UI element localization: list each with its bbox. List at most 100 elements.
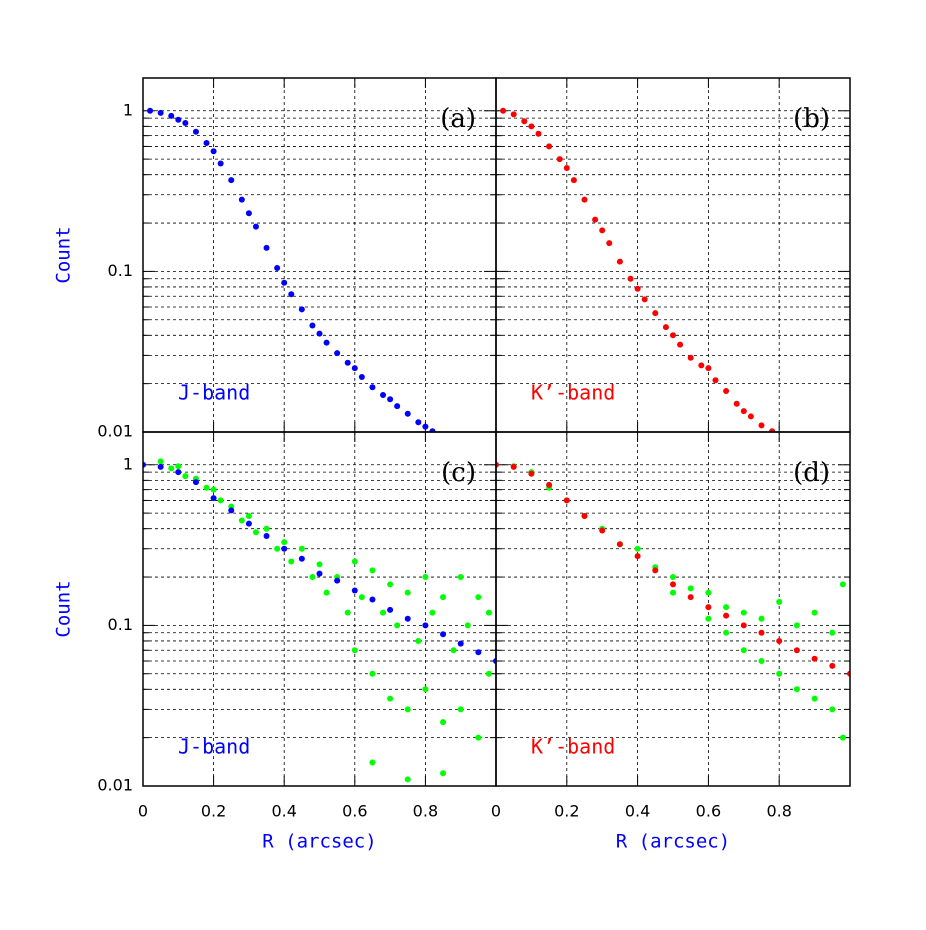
data-point [616,258,623,265]
panel-label: (c) [441,458,476,488]
data-point [457,640,464,647]
data-point [829,629,836,636]
data-point [210,486,217,493]
data-point [288,558,295,565]
data-point [263,525,270,532]
data-point [309,574,316,581]
data-point [670,332,676,339]
data-point [323,339,330,346]
data-point [263,533,270,540]
panel: 0 0.2 0.4 0.6 0.8 0.01 0.1 1 (c) J-band Count R (ar… [53,431,497,853]
data-point [440,594,447,601]
data-point [592,216,599,223]
data-point [157,109,164,116]
data-point [210,495,217,502]
panel: 0.01 0.1 1 (a) J-band Count [53,77,497,441]
data-point [627,275,634,282]
data-point [687,585,694,592]
data-point [404,410,411,417]
data-point [394,403,401,410]
data-point [670,581,676,588]
data-point [829,706,836,713]
data-point [510,111,517,118]
data-point [288,291,295,298]
data-point [811,609,818,616]
data-point [175,463,182,470]
x-tick-label: 0 [138,802,148,821]
data-point [323,589,330,596]
band-label: J-band [178,381,250,405]
data-point [387,695,394,702]
plot-frame [495,431,851,787]
panel-label: (b) [793,104,830,134]
data-point [740,609,747,616]
data-point [228,507,235,514]
data-point [475,734,482,741]
data-point [281,539,288,546]
data-point [404,615,411,622]
data-point [429,609,436,616]
data-point [351,558,358,565]
data-point [238,517,245,524]
band-label: J-band [178,735,250,759]
data-point [351,365,358,372]
x-axis-label: R (arcsec) [616,831,730,853]
data-point [422,686,429,693]
data-point [535,130,542,137]
data-point [217,497,224,504]
data-point [380,609,387,616]
data-point [369,759,376,766]
data-point [182,119,189,126]
data-point [712,377,719,384]
data-point [387,606,394,613]
data-point [440,770,447,777]
data-point [528,123,535,130]
data-point [811,695,818,702]
panel: (b) K’-band [495,77,851,433]
data-point [168,112,175,119]
data-point [217,160,224,167]
data-point [316,561,323,568]
y-tick-label: 0.01 [97,422,133,441]
data-point [581,196,588,203]
data-point [245,512,252,519]
data-point [334,577,341,584]
data-point [528,470,535,477]
data-point [369,384,376,391]
data-point [705,589,712,596]
data-point [670,589,676,596]
x-tick-label: 0.2 [201,802,226,821]
data-point [793,647,800,654]
y-tick-label: 0.1 [108,615,133,634]
data-point [168,465,175,472]
data-point [344,359,351,366]
data-point [175,116,182,123]
data-point [387,396,394,403]
data-point [298,306,305,313]
data-point [723,604,730,611]
data-point [705,604,712,611]
data-point [464,622,471,629]
data-point [369,596,376,603]
data-point [811,655,818,662]
data-point [440,719,447,726]
y-axis-label: Count [53,580,75,637]
data-point [758,629,765,636]
data-layer [147,107,436,432]
y-axis-label: Count [53,226,75,283]
data-layer [500,107,776,432]
panel: 0 0.2 0.4 0.6 0.8 (d) K’-band R (arcsec) [491,431,851,853]
data-point [369,670,376,677]
data-point [309,322,316,329]
data-point [599,527,606,534]
data-point [510,463,517,470]
band-label: K’-band [531,735,615,759]
x-tick-label: 0.6 [342,802,367,821]
data-point [829,662,836,669]
data-point [157,458,164,465]
data-point [475,594,482,601]
data-point [563,165,570,172]
data-point [175,469,182,476]
panel-label: (d) [793,458,830,488]
data-point [546,143,553,150]
